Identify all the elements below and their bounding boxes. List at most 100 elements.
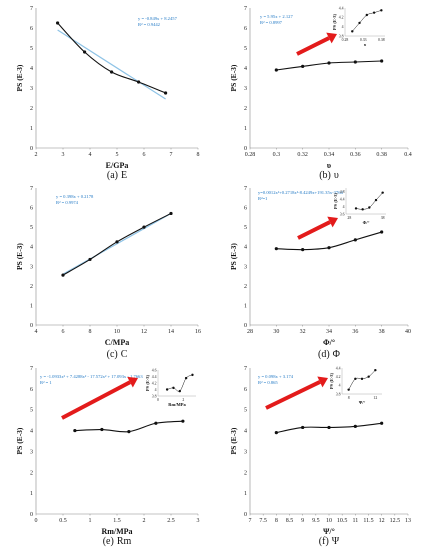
panel-caption-letter: (a) — [107, 170, 118, 181]
x-tick-label: 14 — [168, 329, 174, 335]
x-tick-label: 6 — [143, 152, 146, 158]
y-tick-label: 3 — [244, 86, 247, 92]
inset-y-tick-label: 4.4 — [340, 198, 345, 202]
y-tick-label: 5 — [30, 225, 33, 231]
inset-x-tick-label: 2 — [182, 398, 184, 402]
inset-data-point — [354, 207, 358, 210]
highlight-arrow — [296, 36, 330, 56]
y-tick-label: 1 — [244, 303, 247, 309]
y-tick-label: 3 — [30, 449, 33, 455]
inset-y-axis-title: PS (E-3) — [333, 192, 338, 209]
inset-y-tick-label: 4.2 — [339, 16, 344, 20]
panel-caption-letter: (b) — [319, 170, 331, 181]
y-tick-label: 2 — [244, 470, 247, 476]
x-tick-label: 0.4 — [404, 152, 412, 158]
panel-caption: (f) Ψ — [319, 536, 340, 547]
y-tick-label: 1 — [244, 126, 247, 132]
data-point — [327, 425, 331, 430]
inset-x-tick-label: 38 — [381, 216, 385, 220]
y-tick-label: 3 — [244, 449, 247, 455]
x-tick-label: 0.36 — [350, 152, 361, 158]
panel-caption-text: C — [121, 349, 128, 360]
y-axis-title: PS (E-3) — [15, 243, 24, 270]
data-point — [83, 50, 87, 54]
y-tick-label: 6 — [244, 387, 247, 393]
panel-caption: (b) υ — [319, 170, 339, 181]
y-tick-label: 1 — [30, 126, 33, 132]
inset-x-tick-label: 0.28 — [342, 38, 349, 42]
trendline — [57, 29, 166, 100]
data-point — [327, 246, 331, 250]
inset-data-point — [184, 376, 188, 380]
data-point — [274, 431, 278, 435]
x-tick-label: 16 — [195, 329, 201, 335]
inset-data-point — [360, 377, 364, 381]
inset-y-tick-label: 4.4 — [152, 375, 157, 379]
inset-data-point — [358, 21, 361, 25]
data-point — [380, 59, 384, 63]
highlight-arrow-head — [127, 376, 138, 388]
inset-y-axis-title: PS (E-3) — [145, 374, 150, 391]
x-tick-label: 0 — [35, 518, 38, 524]
y-tick-label: 7 — [30, 6, 33, 12]
x-tick-label: 32 — [300, 329, 306, 335]
x-tick-label: 2.5 — [167, 518, 175, 524]
y-tick-label: 5 — [30, 408, 33, 414]
y-tick-label: 6 — [244, 26, 247, 32]
inset-x-axis-title: Rm/MPa — [168, 402, 186, 407]
chart-panel-a: 2 3 4 5 6 7 8 0 1 2 3 4 5 6 7 E/GPa PS (E-3) y = -0.849x … — [15, 6, 200, 181]
x-axis-title: Φ/° — [323, 338, 335, 347]
inset-y-tick-label: 3.8 — [152, 394, 157, 398]
x-tick-label: 12 — [141, 329, 147, 335]
data-point — [73, 428, 77, 433]
x-tick-label: 0.38 — [376, 152, 387, 158]
panel-caption-text: Rm — [117, 536, 132, 547]
x-tick-label: 28 — [247, 329, 253, 335]
inset-y-tick-label: 4 — [342, 25, 344, 29]
x-tick-label: 8 — [89, 329, 92, 335]
y-tick-label: 2 — [30, 106, 33, 112]
x-tick-label: 3 — [62, 152, 65, 158]
x-axis-title: υ — [327, 161, 331, 170]
x-tick-label: 7 — [249, 518, 252, 524]
data-point — [327, 61, 331, 65]
x-tick-label: 8.5 — [286, 518, 294, 524]
inset-y-tick-label: 4.4 — [336, 366, 341, 370]
inset-data-point — [351, 30, 354, 33]
inset-data-point — [374, 198, 378, 202]
data-point — [301, 64, 305, 68]
panel-caption-text: E — [121, 170, 127, 181]
inset-chart: 0 2 3.8 4 4.2 4.4 4.6 Rm/MPa PS (E-3) — [145, 368, 196, 407]
inset-y-axis-title: PS (E-3) — [332, 13, 337, 30]
inset-data-point — [191, 373, 194, 377]
highlight-arrow — [297, 220, 331, 240]
data-point — [127, 430, 131, 434]
y-tick-label: 2 — [30, 284, 33, 290]
inset-y-tick-label: 4.2 — [152, 381, 157, 385]
highlight-arrow-head — [326, 32, 337, 44]
inset-data-point — [165, 388, 169, 391]
inset-x-axis-title: Ψ/° — [359, 400, 366, 405]
x-tick-label: 36 — [352, 329, 358, 335]
inset-y-tick-label: 4 — [339, 384, 341, 388]
data-point — [301, 248, 305, 252]
panel-caption-letter: (c) — [107, 349, 118, 360]
inset-chart: 0.28 0.33 0.38 3.8 4 4.2 4.4 υ PS (E-3) — [332, 6, 385, 47]
inset-data-point — [172, 386, 175, 390]
trend-equation: y = -1.0933x³ + 7.4288x² - 17.572x² + 17… — [40, 374, 143, 379]
y-tick-label: 2 — [30, 470, 33, 476]
data-point — [137, 80, 141, 84]
x-tick-label: 5 — [116, 152, 119, 158]
data-point — [181, 419, 185, 423]
y-axis-title: PS (E-3) — [229, 427, 238, 454]
data-point — [353, 60, 357, 64]
x-tick-label: 12 — [379, 518, 385, 524]
y-tick-label: 7 — [244, 366, 247, 372]
data-point — [380, 421, 384, 425]
highlight-arrow — [265, 380, 321, 410]
panel-caption-letter: (d) — [318, 349, 330, 360]
inset-data-point — [372, 11, 376, 14]
y-tick-label: 0 — [30, 146, 33, 152]
inset-data-point — [380, 9, 383, 12]
